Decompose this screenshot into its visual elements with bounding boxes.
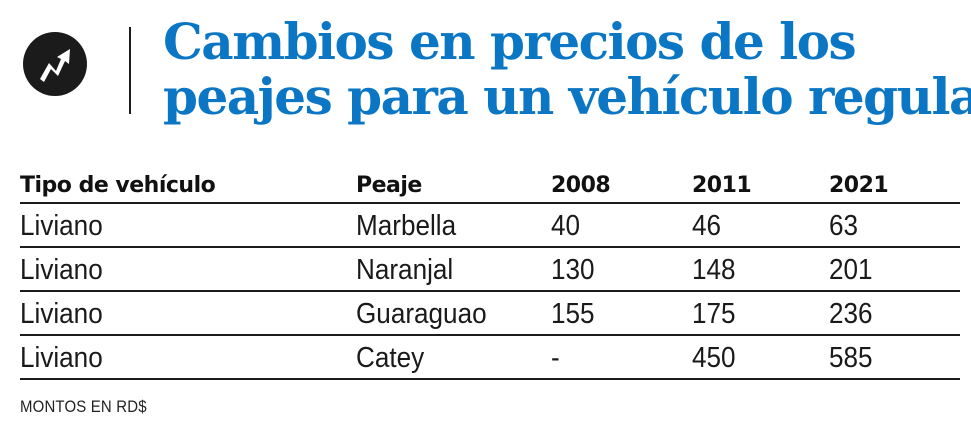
trending-up-arrow-icon (23, 32, 87, 96)
cell-2021: 63 (829, 210, 859, 242)
cell-2021: 585 (829, 342, 873, 374)
table-row: Liviano Guaraguao 155 175 236 (20, 292, 960, 336)
column-header-toll: Peaje (356, 173, 422, 198)
cell-toll: Guaraguao (356, 298, 487, 330)
cell-vehicle-type: Liviano (20, 298, 103, 330)
title-line-1: Cambios en precios de los (163, 12, 857, 71)
cell-vehicle-type: Liviano (20, 210, 103, 242)
cell-toll: Marbella (356, 210, 457, 242)
cell-2008: 155 (551, 298, 595, 330)
cell-2021: 201 (829, 254, 873, 286)
cell-vehicle-type: Liviano (20, 254, 103, 286)
cell-2011: 148 (692, 254, 736, 286)
currency-footnote: MONTOS EN RD$ (20, 397, 147, 416)
cell-toll: Catey (356, 342, 425, 374)
page-title: Cambios en precios de los peajes para un… (163, 14, 971, 124)
column-header-2008: 2008 (551, 173, 611, 198)
cell-2011: 450 (692, 342, 736, 374)
column-header-2011: 2011 (692, 173, 752, 198)
cell-vehicle-type: Liviano (20, 342, 103, 374)
toll-price-table: Tipo de vehículo Peaje 2008 2011 2021 Li… (20, 166, 960, 380)
cell-toll: Naranjal (356, 254, 454, 286)
table-header-row: Tipo de vehículo Peaje 2008 2011 2021 (20, 166, 960, 204)
cell-2011: 46 (692, 210, 722, 242)
column-header-2021: 2021 (829, 173, 889, 198)
cell-2021: 236 (829, 298, 873, 330)
vertical-divider (129, 27, 131, 114)
cell-2008: 40 (551, 210, 581, 242)
title-line-2: peajes para un vehículo regular (163, 67, 971, 126)
cell-2008: 130 (551, 254, 595, 286)
table-row: Liviano Marbella 40 46 63 (20, 204, 960, 248)
table-row: Liviano Naranjal 130 148 201 (20, 248, 960, 292)
cell-2008: - (551, 342, 560, 374)
cell-2011: 175 (692, 298, 736, 330)
column-header-vehicle-type: Tipo de vehículo (20, 173, 216, 198)
table-row: Liviano Catey - 450 585 (20, 336, 960, 380)
